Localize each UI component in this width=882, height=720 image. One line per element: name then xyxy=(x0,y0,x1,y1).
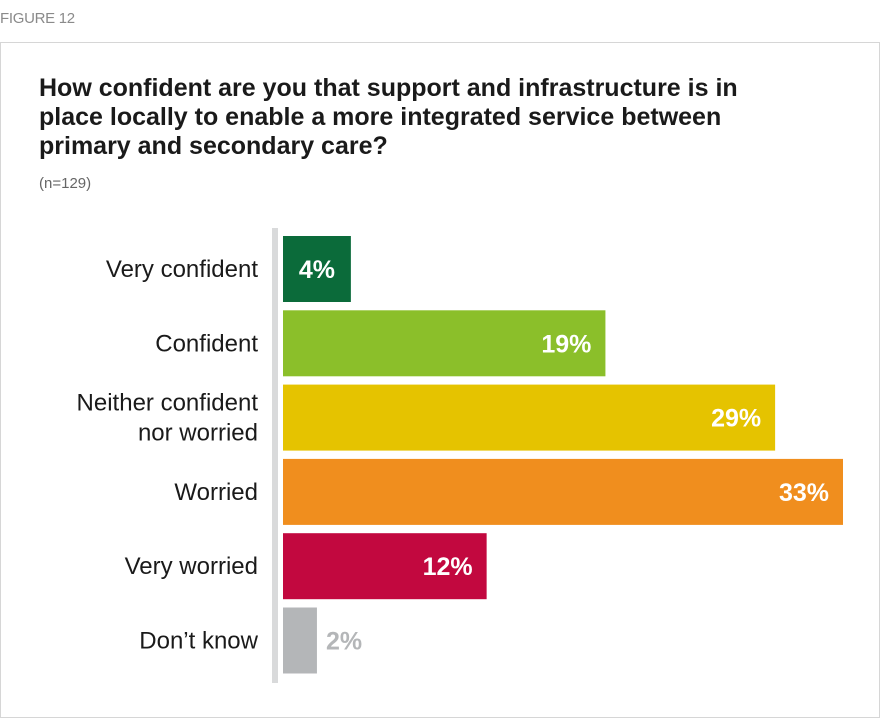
bar-worried xyxy=(283,458,843,525)
value-label-confident: 19% xyxy=(541,330,591,358)
value-label-very-confident: 4% xyxy=(299,256,335,284)
bar-very-confident xyxy=(283,236,351,302)
category-label-worried: Worried xyxy=(174,479,258,506)
y-axis-line xyxy=(272,228,278,683)
value-label-don-t-know: 2% xyxy=(326,628,362,656)
sample-size-note: (n=129) xyxy=(39,175,92,192)
chart-panel xyxy=(0,42,880,718)
bar-confident xyxy=(283,310,606,377)
bar-very-worried xyxy=(283,533,487,600)
bars-group: Very confident 4% Confident 19% Neither conf… xyxy=(77,236,843,674)
category-label-neither-confident-nor-worried: Neither confident nor worried xyxy=(77,390,259,447)
bar-neither-confident-nor-worried xyxy=(283,384,776,451)
category-label-very-worried: Very worried xyxy=(125,553,258,580)
value-label-very-worried: 12% xyxy=(423,553,473,581)
category-label-confident: Confident xyxy=(155,330,258,357)
value-label-worried: 33% xyxy=(779,479,829,507)
bar-don-t-know xyxy=(283,607,317,674)
category-label-don-t-know: Don’t know xyxy=(139,628,258,655)
chart-title: How confident are you that support and i… xyxy=(39,74,738,160)
value-label-neither-confident-nor-worried: 29% xyxy=(711,405,761,433)
figure-label: FIGURE 12 xyxy=(0,10,75,27)
category-label-very-confident: Very confident xyxy=(106,256,258,283)
